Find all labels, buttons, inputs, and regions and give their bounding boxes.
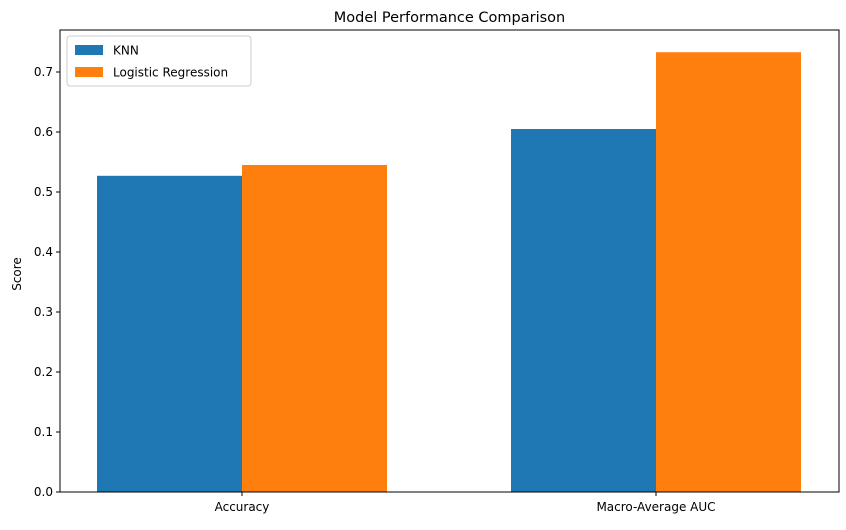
x-tick-label: Macro-Average AUC bbox=[596, 500, 715, 514]
bar-knn-accuracy bbox=[97, 175, 242, 493]
y-tick-label: 0.0 bbox=[34, 485, 53, 499]
chart-title: Model Performance Comparison bbox=[334, 10, 565, 26]
plot-frame bbox=[59, 29, 840, 493]
legend-swatch bbox=[75, 45, 103, 55]
y-axis-label: Score bbox=[10, 257, 24, 291]
y-tick-label: 0.3 bbox=[34, 305, 53, 319]
y-tick-label: 0.1 bbox=[34, 425, 53, 439]
axes-layer: 0.0 0.1 0.2 0.3 0.4 0.5 0.6 0.7 Accuracy Macro-Av… bbox=[34, 29, 840, 514]
bar-logistic-regression-accuracy bbox=[242, 165, 387, 492]
y-tick-label: 0.6 bbox=[34, 125, 53, 139]
bar-knn-macro-average-auc bbox=[511, 129, 656, 492]
x-tick-label: Accuracy bbox=[215, 500, 270, 514]
legend-box bbox=[66, 35, 252, 87]
y-tick-label: 0.7 bbox=[34, 65, 53, 79]
legend-swatch bbox=[75, 67, 103, 77]
legend-label: Logistic Regression bbox=[113, 66, 228, 80]
bars-layer bbox=[97, 52, 801, 493]
y-tick-label: 0.5 bbox=[34, 185, 53, 199]
y-tick-label: 0.2 bbox=[34, 365, 53, 379]
y-tick-label: 0.4 bbox=[34, 245, 53, 259]
legend-label: KNN bbox=[113, 44, 139, 58]
legend: KNN Logistic Regression bbox=[66, 35, 252, 87]
bar-logistic-regression-macro-average-auc bbox=[656, 52, 801, 492]
